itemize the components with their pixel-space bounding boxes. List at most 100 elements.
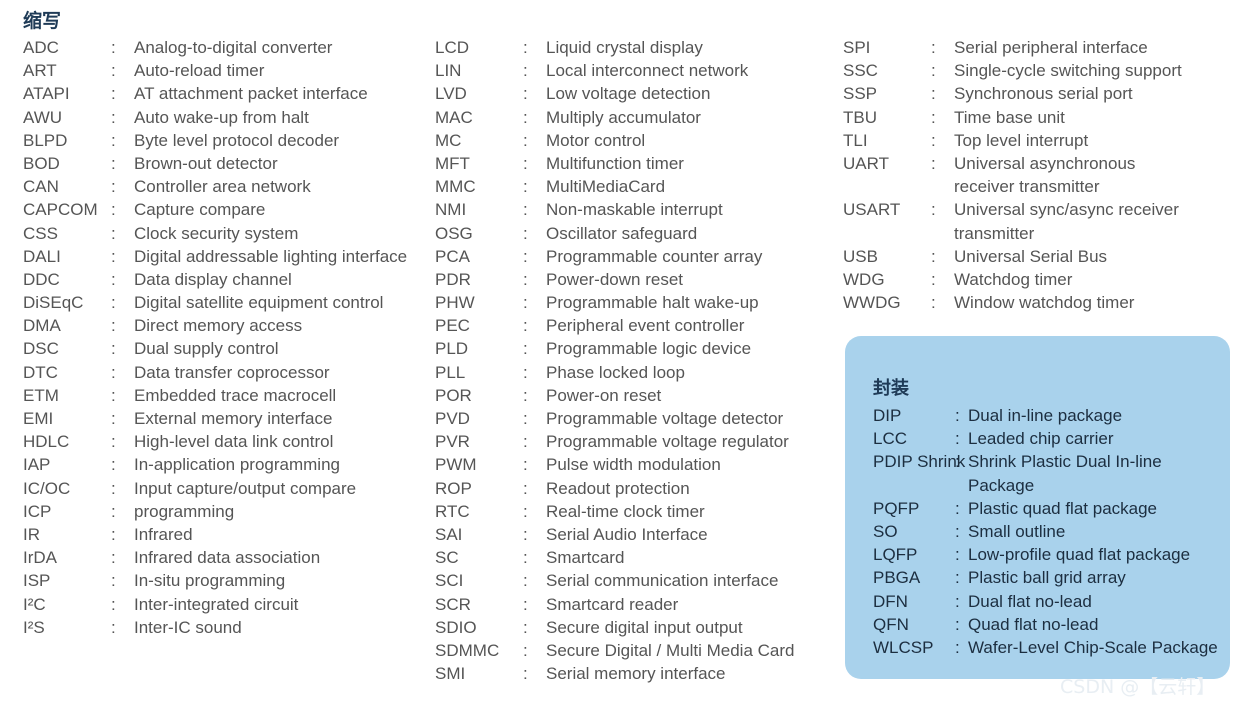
separator-colon: : [931,200,936,220]
separator-colon: : [523,84,528,104]
separator-colon: : [523,664,528,684]
abbreviation-row: OSG: Oscillator safeguard [435,222,835,245]
abbreviation-row: LVD: Low voltage detection [435,82,835,105]
abbreviation-row: SSP: Synchronous serial port [843,82,1243,105]
abbreviation-definition: Brown-out detector [134,153,278,173]
abbreviation-row: HDLC: High-level data link control [23,430,423,453]
abbreviation-term: SSP [843,84,878,104]
abbreviation-term: CAPCOM [23,200,98,220]
abbreviation-definition: Low voltage detection [546,84,711,104]
abbreviation-row: POR: Power-on reset [435,384,835,407]
abbreviation-definition: Infrared data association [134,548,321,568]
separator-colon: : [931,153,936,173]
abbreviation-term: UART [843,153,889,173]
separator-colon: : [523,246,528,266]
abbreviation-term: SDIO [435,617,477,637]
separator-colon: : [931,61,936,81]
abbreviation-definition: Oscillator safeguard [546,223,698,243]
abbreviation-row: DDC: Data display channel [23,268,423,291]
separator-colon: : [111,524,116,544]
abbreviation-term: PDR [435,269,471,289]
abbreviation-definition: Shrink Plastic Dual In-line Package [968,452,1162,495]
abbreviation-definition: programming [134,501,235,521]
separator-colon: : [523,432,528,452]
abbreviation-definition: Clock security system [134,223,299,243]
abbreviation-term: ROP [435,478,472,498]
separator-colon: : [523,617,528,637]
separator-colon: : [955,521,960,541]
separator-colon: : [111,432,116,452]
abbreviation-term: SC [435,548,459,568]
separator-colon: : [111,177,116,197]
abbreviation-row: DSC: Dual supply control [23,337,423,360]
abbreviation-row: BLPD: Byte level protocol decoder [23,129,423,152]
abbreviation-row: IAP: In-application programming [23,453,423,476]
abbreviation-row: LQFP: Low-profile quad flat package [873,543,1223,566]
abbreviation-row: WDG: Watchdog timer [843,268,1243,291]
abbreviation-term: LCC [873,429,908,449]
separator-colon: : [111,385,116,405]
abbreviation-definition: Small outline [968,521,1066,541]
abbreviation-row: ATAPI: AT attachment packet interface [23,82,423,105]
abbreviation-definition: Top level interrupt [954,130,1089,150]
packages-heading: 封装 [873,378,909,399]
abbreviation-row: PHW: Programmable halt wake-up [435,291,835,314]
abbreviation-row: I²C: Inter-integrated circuit [23,593,423,616]
abbreviation-term: DiSEqC [23,293,84,313]
abbreviation-term: ART [23,61,57,81]
separator-colon: : [523,177,528,197]
abbreviation-row: USART: Universal sync/async receiver tran… [843,198,1243,244]
abbreviation-term: USB [843,246,878,266]
abbreviation-row: PBGA: Plastic ball grid array [873,566,1223,589]
abbreviation-row: SC: Smartcard [435,546,835,569]
abbreviation-definition: Byte level protocol decoder [134,130,340,150]
abbreviation-row: TLI: Top level interrupt [843,129,1243,152]
abbreviation-term: LIN [435,61,462,81]
abbreviation-definition: Low-profile quad flat package [968,545,1191,565]
separator-colon: : [111,316,116,336]
abbreviation-definition: Universal Serial Bus [954,246,1108,266]
abbreviation-term: SO [873,521,898,541]
abbreviation-term: TBU [843,107,877,127]
abbreviation-definition: In-situ programming [134,571,286,591]
separator-colon: : [111,38,116,57]
abbreviation-term: BLPD [23,130,68,150]
abbreviation-row: DIP: Dual in-line package [873,404,1223,427]
abbreviation-term: IAP [23,455,51,475]
abbreviation-definition: Phase locked loop [546,362,685,382]
abbreviation-term: EMI [23,409,54,428]
separator-colon: : [523,362,528,382]
separator-colon: : [523,223,528,243]
abbreviation-row: CAN: Controller area network [23,175,423,198]
abbreviation-row: DTC: Data transfer coprocessor [23,361,423,384]
separator-colon: : [523,153,528,173]
abbreviation-definition: Embedded trace macrocell [134,385,337,405]
abbreviation-definition: High-level data link control [134,432,334,452]
separator-colon: : [523,269,528,289]
abbreviation-term: IR [23,524,40,544]
abbreviation-term: MAC [435,107,473,127]
abbreviation-definition: Auto-reload timer [134,61,265,81]
abbreviation-definition: Smartcard [546,548,625,568]
abbreviation-definition: Multifunction timer [546,153,684,173]
abbreviation-row: LCC: Leaded chip carrier [873,427,1223,450]
abbreviation-term: PCA [435,246,470,266]
abbreviation-term: POR [435,385,472,405]
abbreviation-term: WLCSP [873,637,934,657]
abbreviation-row: SSC: Single-cycle switching support [843,59,1243,82]
abbreviation-term: ISP [23,571,51,591]
abbreviation-term: LVD [435,84,467,104]
abbreviation-row: ART: Auto-reload timer [23,59,423,82]
abbreviation-row: PVD: Programmable voltage detector [435,407,835,430]
separator-colon: : [523,316,528,336]
abbreviation-row: PQFP: Plastic quad flat package [873,497,1223,520]
abbreviation-column-3: SPI: Serial peripheral interface SSC: Singl… [843,36,1243,314]
abbreviation-row: SMI: Serial memory interface [435,662,835,685]
separator-colon: : [523,130,528,150]
abbreviation-term: ICP [23,501,52,521]
abbreviation-definition: Programmable counter array [546,246,763,266]
abbreviation-definition: Dual in-line package [968,406,1123,425]
abbreviation-term: WWDG [843,293,901,313]
abbreviation-row: SDIO: Secure digital input output [435,616,835,639]
abbreviation-definition: Smartcard reader [546,594,679,614]
